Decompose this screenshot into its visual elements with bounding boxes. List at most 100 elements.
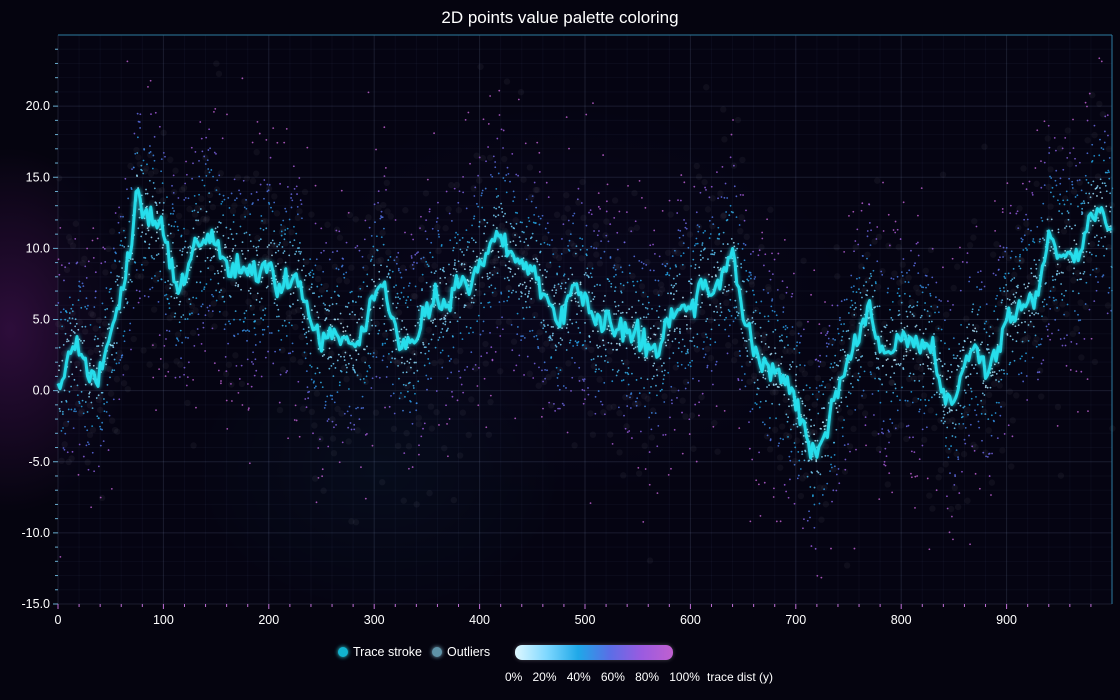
value-point — [813, 503, 816, 506]
value-point — [764, 369, 767, 372]
value-point — [610, 342, 613, 345]
outlier-point — [707, 354, 715, 362]
value-point — [101, 421, 104, 424]
value-point — [102, 246, 105, 249]
value-point — [469, 327, 472, 329]
value-point — [444, 317, 447, 320]
value-point — [525, 306, 528, 309]
value-point — [249, 213, 252, 216]
value-point — [582, 343, 585, 346]
value-point — [197, 219, 200, 222]
outlier-point — [723, 299, 730, 306]
value-point — [561, 402, 564, 405]
value-point — [63, 389, 66, 392]
outlier-point — [208, 264, 215, 272]
value-point — [308, 390, 311, 393]
value-point — [686, 350, 689, 353]
outlier-point — [626, 321, 633, 328]
value-point — [395, 284, 397, 287]
value-point — [682, 234, 685, 237]
value-point — [292, 303, 294, 305]
outlier-point — [648, 434, 656, 441]
value-point — [592, 102, 594, 105]
outlier-point — [679, 263, 686, 271]
value-point — [714, 341, 717, 344]
value-point — [954, 436, 957, 438]
value-point — [503, 277, 506, 280]
value-point — [462, 175, 464, 178]
value-point — [997, 380, 1000, 383]
value-point — [873, 289, 876, 292]
value-point — [291, 350, 294, 353]
value-point — [722, 231, 725, 234]
value-point — [834, 339, 836, 341]
value-point — [780, 362, 782, 365]
outlier-point — [896, 279, 903, 286]
value-point — [775, 520, 778, 523]
value-point — [1019, 267, 1022, 270]
value-point — [948, 448, 951, 450]
outlier-point — [372, 409, 380, 416]
outlier-point — [301, 351, 308, 358]
value-point — [625, 347, 628, 350]
value-point — [371, 324, 374, 327]
value-point — [195, 406, 197, 409]
value-point — [234, 199, 236, 202]
value-point — [533, 335, 536, 338]
value-point — [739, 388, 741, 391]
value-point — [586, 267, 589, 270]
value-point — [878, 498, 881, 501]
value-point — [362, 378, 365, 380]
value-point — [979, 306, 982, 308]
value-point — [280, 224, 283, 226]
value-point — [247, 249, 250, 252]
value-point — [392, 392, 395, 395]
value-point — [310, 309, 313, 312]
value-point — [677, 365, 679, 368]
value-point — [108, 327, 111, 329]
value-point — [62, 427, 64, 429]
value-point — [493, 266, 496, 269]
value-point — [1019, 253, 1022, 256]
value-point — [314, 264, 317, 267]
value-point — [795, 422, 798, 425]
value-point — [118, 398, 121, 401]
value-point — [882, 432, 885, 435]
outlier-point — [512, 217, 519, 224]
value-point — [385, 188, 387, 191]
value-point — [935, 413, 938, 416]
value-point — [975, 225, 978, 228]
value-point — [342, 258, 345, 260]
outlier-point — [194, 205, 201, 212]
outlier-point — [555, 254, 563, 262]
outlier-point — [942, 461, 949, 468]
value-point — [519, 221, 522, 224]
value-point — [249, 304, 252, 307]
outlier-point — [640, 291, 647, 298]
value-point — [1021, 340, 1024, 343]
outlier-point — [190, 442, 197, 449]
outlier-point — [850, 425, 857, 433]
value-point — [658, 255, 661, 258]
value-point — [798, 341, 801, 344]
value-point — [624, 371, 627, 374]
value-point — [68, 312, 71, 314]
value-point — [827, 343, 830, 345]
value-point — [651, 355, 653, 358]
value-point — [684, 226, 687, 229]
value-point — [420, 435, 423, 438]
value-point — [893, 359, 895, 362]
value-point — [844, 458, 847, 461]
value-point — [437, 229, 440, 232]
value-point — [476, 259, 478, 262]
value-point — [602, 309, 605, 311]
value-point — [1037, 312, 1040, 315]
value-point — [642, 521, 645, 523]
outlier-point — [1096, 100, 1103, 108]
value-point — [646, 295, 649, 298]
value-point — [338, 461, 341, 464]
value-point — [577, 301, 580, 304]
value-point — [676, 396, 678, 399]
value-point — [124, 288, 127, 291]
